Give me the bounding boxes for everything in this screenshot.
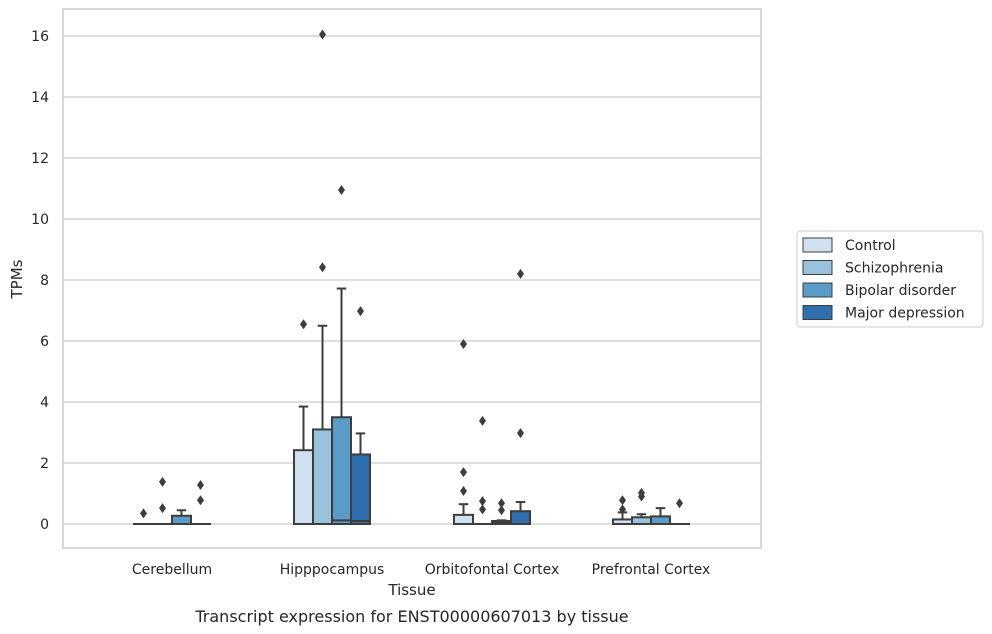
legend: Control Schizophrenia Bipolar disorder Majo…	[796, 230, 984, 328]
box-group	[171, 509, 192, 526]
legend-swatch	[802, 260, 833, 275]
grid-lines	[63, 35, 761, 525]
outlier-point	[676, 498, 683, 509]
outlier-point	[479, 504, 486, 515]
outlier-point	[517, 428, 524, 439]
legend-label: Bipolar disorder	[845, 283, 956, 299]
x-tick-label: Hipppocampus	[280, 562, 385, 578]
box	[350, 453, 371, 525]
outlier-point	[619, 504, 626, 515]
plot-boxes	[133, 29, 690, 526]
box-group	[650, 507, 671, 525]
outlier-point	[319, 29, 326, 40]
box-group	[453, 339, 474, 525]
box-group	[472, 415, 493, 526]
y-tick-label: 2	[40, 456, 49, 472]
outlier-point	[460, 467, 467, 478]
outlier-point	[479, 415, 486, 426]
box	[171, 514, 192, 526]
legend-label: Schizophrenia	[845, 261, 943, 277]
outlier-point	[619, 495, 626, 506]
y-tick-label: 4	[40, 395, 49, 411]
outlier-point	[460, 339, 467, 350]
box	[510, 510, 531, 526]
legend-swatch	[802, 282, 833, 298]
box-group	[293, 319, 314, 525]
box-group	[491, 498, 512, 526]
outlier-point	[517, 268, 524, 279]
outlier-point	[638, 487, 645, 498]
box	[453, 513, 474, 525]
outlier-point	[498, 498, 505, 509]
box-group	[350, 306, 371, 525]
outlier-point	[319, 262, 326, 273]
y-tick-label: 16	[31, 29, 49, 45]
legend-swatch	[802, 305, 833, 320]
legend-label: Control	[845, 238, 896, 254]
y-tick-label: 14	[31, 90, 49, 106]
y-axis-label: TPMs	[8, 259, 26, 299]
box-group	[669, 498, 690, 526]
legend-label: Major depression	[845, 306, 965, 322]
y-tick-label: 10	[31, 212, 49, 228]
box-group	[133, 508, 154, 526]
box-group	[612, 495, 633, 525]
outlier-point	[300, 319, 307, 330]
box-group	[510, 268, 531, 526]
y-tick-label: 0	[40, 517, 49, 533]
outlier-point	[159, 476, 166, 487]
x-axis-ticks: Cerebellum Hipppocampus Orbitofontal Corte…	[132, 562, 710, 578]
y-axis-ticks: 0 2 4 6 8 10 12 14 16	[31, 29, 49, 533]
x-tick-label: Cerebellum	[132, 562, 212, 578]
outlier-point	[479, 496, 486, 507]
y-tick-label: 8	[40, 273, 49, 289]
legend-frame	[796, 230, 984, 328]
box	[312, 428, 333, 526]
box	[331, 416, 352, 525]
box-group	[152, 476, 173, 526]
x-axis-label: Tissue	[387, 581, 435, 599]
x-tick-label: Orbitofontal Cortex	[425, 562, 560, 578]
outlier-point	[197, 479, 204, 490]
outlier-point	[460, 486, 467, 497]
box-group	[331, 185, 352, 525]
x-tick-label: Prefrontal Cortex	[592, 562, 711, 578]
box-group	[631, 487, 652, 525]
y-tick-label: 6	[40, 334, 49, 350]
box	[650, 515, 671, 525]
box	[631, 516, 652, 525]
box	[293, 449, 314, 525]
plot-frame	[62, 8, 762, 549]
outlier-point	[338, 185, 345, 196]
y-tick-label: 12	[31, 151, 49, 167]
outlier-point	[159, 503, 166, 514]
outlier-point	[357, 306, 364, 317]
outlier-point	[140, 508, 147, 519]
chart-caption: Transcript expression for ENST0000060701…	[194, 607, 628, 626]
box-group	[312, 29, 333, 526]
outlier-point	[197, 495, 204, 506]
legend-swatch	[802, 237, 833, 253]
outlier-point	[498, 505, 505, 516]
box-group	[190, 479, 211, 526]
